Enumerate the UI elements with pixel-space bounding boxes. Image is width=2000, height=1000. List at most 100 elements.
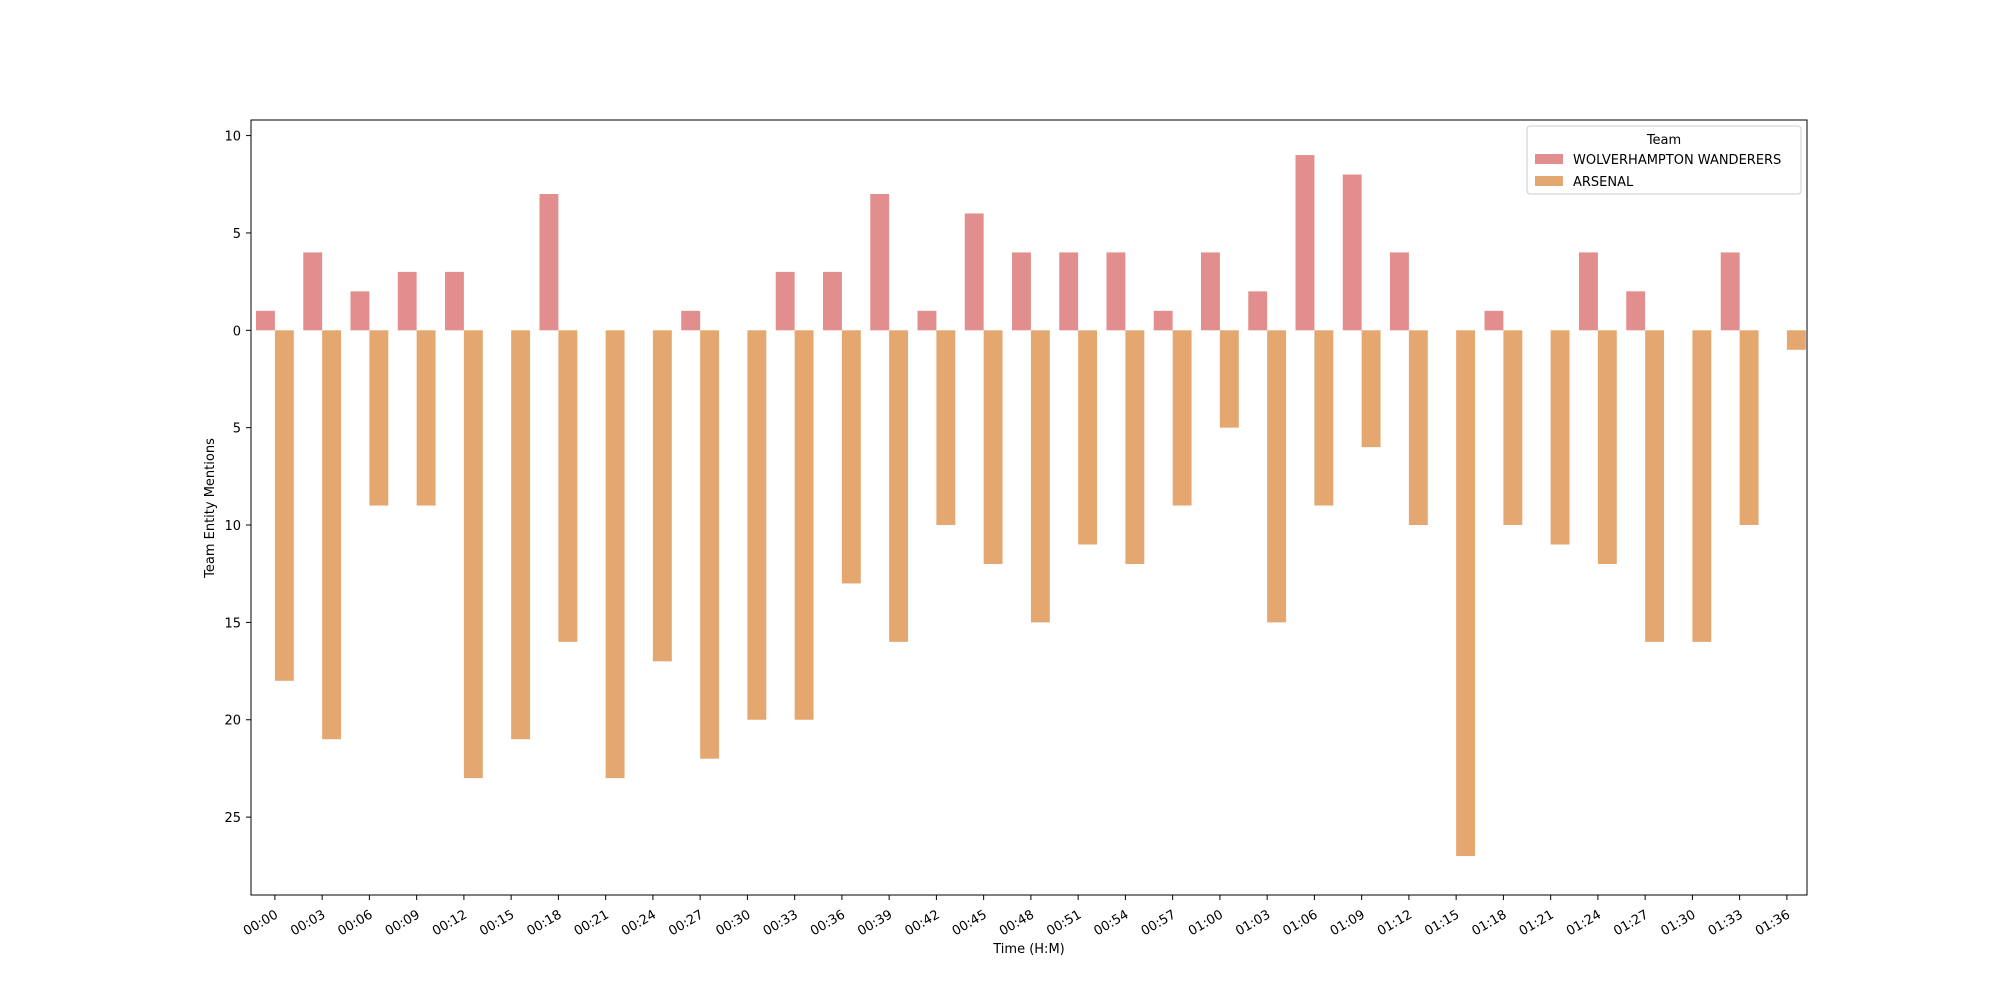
- y-tick-label: 5: [233, 422, 241, 437]
- x-tick-label: 01:03: [1233, 907, 1273, 939]
- bar-arsenal-00:30: [747, 330, 767, 720]
- x-tick-label: 00:48: [997, 907, 1037, 939]
- bar-arsenal-00:33: [794, 330, 814, 720]
- bar-wolverhampton-01:24: [1579, 252, 1598, 331]
- legend-swatch-arsenal: [1535, 176, 1563, 186]
- bar-wolverhampton-00:36: [823, 271, 842, 331]
- bar-arsenal-00:48: [1030, 330, 1050, 623]
- bar-arsenal-01:30: [1692, 330, 1712, 642]
- x-tick-label: 01:00: [1186, 907, 1226, 939]
- y-tick-label: 15: [224, 616, 241, 631]
- bar-arsenal-01:09: [1361, 330, 1381, 448]
- bar-arsenal-01:12: [1408, 330, 1428, 526]
- bar-arsenal-01:21: [1550, 330, 1570, 545]
- x-axis-label: Time (H:M): [992, 942, 1064, 957]
- bar-wolverhampton-00:42: [917, 310, 937, 331]
- bar-arsenal-00:51: [1078, 330, 1098, 545]
- y-axis: 10 5 0 5 10 15 20 25: [224, 130, 251, 826]
- x-tick-label: 00:42: [902, 907, 942, 939]
- plot-frame: [250, 119, 1808, 896]
- bar-wolverhampton-00:48: [1012, 252, 1031, 331]
- bar-arsenal-00:18: [558, 330, 578, 642]
- bar-arsenal-00:39: [889, 330, 909, 642]
- bar-arsenal-00:24: [652, 330, 672, 662]
- bar-arsenal-00:09: [416, 330, 436, 506]
- x-tick-label: 00:54: [1091, 907, 1131, 939]
- bar-wolverhampton-00:00: [256, 310, 275, 331]
- bar-arsenal-00:42: [936, 330, 956, 526]
- bar-arsenal-01:36: [1786, 330, 1806, 350]
- x-tick-label: 01:18: [1469, 907, 1509, 939]
- x-tick-label: 00:27: [666, 907, 706, 939]
- bar-wolverhampton-00:06: [350, 291, 370, 331]
- bar-wolverhampton-01:09: [1342, 174, 1362, 331]
- x-tick-label: 00:00: [241, 907, 281, 939]
- legend-label-arsenal: ARSENAL: [1573, 175, 1634, 190]
- legend: Team WOLVERHAMPTON WANDERERS ARSENAL: [1526, 125, 1802, 195]
- bar-wolverhampton-00:51: [1059, 252, 1079, 331]
- x-tick-label: 00:03: [288, 907, 328, 939]
- x-tick-label: 01:24: [1564, 907, 1604, 939]
- x-tick-label: 01:12: [1375, 907, 1415, 939]
- x-tick-label: 00:36: [808, 907, 848, 939]
- x-tick-label: 00:15: [477, 907, 517, 939]
- y-tick-label: 20: [224, 714, 241, 729]
- bar-wolverhampton-00:27: [681, 310, 701, 331]
- bar-arsenal-00:06: [369, 330, 389, 506]
- bars-layer: [256, 155, 1806, 857]
- x-tick-label: 00:51: [1044, 907, 1084, 939]
- bar-wolverhampton-00:09: [397, 271, 417, 331]
- bar-wolverhampton-01:03: [1248, 291, 1268, 331]
- bar-wolverhampton-00:03: [303, 252, 323, 331]
- y-tick-label: 10: [224, 130, 241, 145]
- x-tick-label: 00:33: [761, 907, 801, 939]
- bar-arsenal-00:21: [605, 330, 625, 779]
- bar-wolverhampton-00:45: [964, 213, 984, 331]
- x-tick-label: 01:36: [1753, 907, 1793, 939]
- bar-arsenal-01:00: [1219, 330, 1239, 428]
- bar-arsenal-00:57: [1172, 330, 1192, 506]
- y-tick-label: 25: [224, 811, 241, 826]
- bar-wolverhampton-01:27: [1626, 291, 1646, 331]
- bar-arsenal-01:06: [1314, 330, 1334, 506]
- x-tick-label: 00:18: [524, 907, 564, 939]
- bar-arsenal-00:27: [700, 330, 720, 759]
- bar-wolverhampton-00:57: [1153, 310, 1173, 331]
- bar-arsenal-01:33: [1739, 330, 1759, 526]
- x-tick-label: 01:33: [1706, 907, 1746, 939]
- bar-wolverhampton-00:12: [445, 271, 464, 331]
- bar-wolverhampton-01:00: [1201, 252, 1220, 331]
- legend-box: [1526, 125, 1802, 195]
- bar-wolverhampton-01:33: [1720, 252, 1740, 331]
- y-tick-label: 10: [224, 519, 241, 534]
- x-tick-label: 01:09: [1328, 907, 1368, 939]
- bar-wolverhampton-00:54: [1106, 252, 1126, 331]
- x-tick-label: 00:39: [855, 907, 895, 939]
- legend-title: Team: [1646, 133, 1681, 148]
- bar-wolverhampton-01:06: [1295, 155, 1315, 331]
- bar-arsenal-01:03: [1267, 330, 1287, 623]
- x-tick-label: 00:06: [335, 907, 375, 939]
- y-tick-label: 0: [233, 324, 241, 339]
- x-axis: 00:00 00:03 00:06 00:09 00:12 00:15 00:18 00:21…: [241, 895, 1793, 939]
- x-tick-label: 00:24: [619, 907, 659, 939]
- x-tick-label: 01:15: [1422, 907, 1462, 939]
- bar-wolverhampton-01:18: [1484, 310, 1504, 331]
- x-tick-label: 00:21: [572, 907, 612, 939]
- bar-arsenal-00:00: [274, 330, 294, 681]
- bar-arsenal-01:27: [1645, 330, 1665, 642]
- legend-label-wolverhampton: WOLVERHAMPTON WANDERERS: [1573, 153, 1781, 168]
- x-tick-label: 00:12: [430, 907, 470, 939]
- x-tick-label: 00:45: [950, 907, 990, 939]
- x-tick-label: 01:27: [1611, 907, 1651, 939]
- bar-arsenal-00:45: [983, 330, 1003, 564]
- bar-arsenal-01:18: [1503, 330, 1523, 526]
- bar-arsenal-00:36: [841, 330, 861, 584]
- bar-arsenal-00:15: [511, 330, 531, 740]
- bar-wolverhampton-00:39: [870, 193, 890, 331]
- x-tick-label: 01:06: [1280, 907, 1320, 939]
- bar-arsenal-00:54: [1125, 330, 1145, 564]
- bar-wolverhampton-00:18: [539, 193, 559, 331]
- x-tick-label: 00:30: [713, 907, 753, 939]
